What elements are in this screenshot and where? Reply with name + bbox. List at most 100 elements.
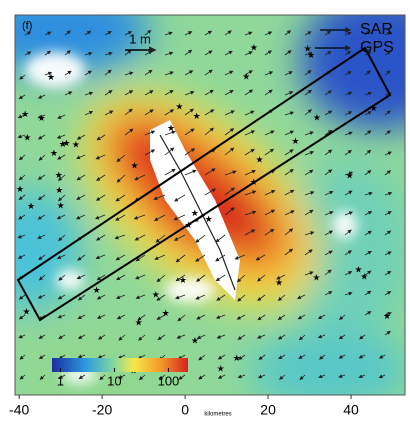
vector [116, 274, 126, 281]
gps-station: ★ [250, 42, 258, 52]
vector [304, 169, 314, 176]
gps-station: ★ [354, 265, 362, 275]
vector [304, 271, 314, 276]
vector [115, 254, 126, 261]
vector [84, 51, 93, 56]
vector [244, 210, 257, 216]
gps-station: ★ [191, 208, 199, 218]
vector [115, 194, 126, 202]
vector [384, 230, 392, 236]
vector [98, 334, 106, 340]
vector [384, 170, 392, 176]
vector [204, 127, 214, 136]
vector [57, 314, 66, 319]
vector [176, 334, 186, 339]
legend-sar: SAR [360, 21, 393, 38]
vector [96, 234, 106, 241]
vector [94, 214, 106, 220]
vector [304, 191, 315, 196]
vector [364, 230, 372, 236]
gps-station: ★ [307, 50, 315, 60]
vector [37, 174, 46, 180]
vector [18, 314, 26, 320]
vector [17, 114, 26, 119]
vector [78, 374, 86, 379]
vector [134, 274, 146, 280]
vector [324, 169, 333, 176]
vector [284, 111, 295, 116]
vector [236, 314, 246, 320]
gps-station: ★ [275, 278, 283, 288]
vector [95, 154, 106, 160]
x-tick-label: 0 [181, 402, 189, 418]
vector [317, 334, 326, 339]
vector [298, 354, 306, 359]
vector [238, 354, 246, 360]
vector [364, 149, 372, 156]
vector [344, 111, 353, 116]
vector [153, 194, 166, 201]
vector [96, 274, 106, 281]
vector [37, 234, 46, 239]
vector [304, 89, 312, 96]
gps-station: ★ [191, 335, 199, 345]
vector [217, 374, 226, 379]
vector [84, 70, 93, 76]
vector [304, 70, 312, 76]
vector [157, 334, 166, 341]
gps-station: ★ [370, 103, 378, 113]
vector [96, 314, 106, 319]
vector [297, 294, 306, 299]
vector [18, 154, 26, 161]
vector [344, 71, 352, 76]
vector [378, 354, 386, 359]
vector [44, 71, 53, 76]
vector [144, 90, 154, 96]
vector [215, 254, 226, 262]
vector [118, 334, 126, 341]
gps-station: ★ [162, 308, 170, 318]
vector [144, 149, 156, 156]
x-tick-label: 20 [260, 402, 276, 418]
vector [57, 114, 66, 119]
vector [216, 334, 226, 339]
vector [114, 234, 126, 240]
gps-station: ★ [72, 139, 80, 149]
vector [38, 354, 46, 360]
gps-vectors: ★★★★★★★★★★★★★★★★★★★★★ ★★★★★★★★★★★★★★★★★★★… [16, 29, 393, 381]
vector [64, 30, 71, 36]
vector [19, 354, 26, 360]
vector [276, 274, 286, 280]
vector [184, 169, 197, 176]
vector [299, 374, 306, 381]
vector [224, 147, 235, 156]
vector [84, 91, 94, 96]
vector [359, 334, 366, 340]
vector [324, 110, 333, 116]
vector [64, 70, 72, 76]
vector [204, 30, 213, 36]
vector [38, 254, 46, 261]
vector [158, 374, 166, 381]
vector [134, 234, 146, 241]
vector [344, 50, 352, 56]
vector [244, 148, 255, 156]
vector [284, 248, 294, 256]
vector [56, 214, 66, 220]
gps-station: ★ [256, 155, 264, 165]
vector [257, 374, 266, 379]
gps-station: ★ [38, 113, 46, 123]
gps-station: ★ [93, 285, 101, 295]
vector [144, 109, 154, 116]
vector [344, 291, 353, 296]
vector [364, 311, 372, 316]
vector [104, 110, 114, 116]
vector [184, 148, 196, 156]
vector [344, 91, 353, 96]
vector [116, 174, 126, 183]
vector [164, 109, 175, 116]
vector [364, 191, 373, 196]
vector [57, 154, 66, 160]
vector [17, 234, 26, 239]
